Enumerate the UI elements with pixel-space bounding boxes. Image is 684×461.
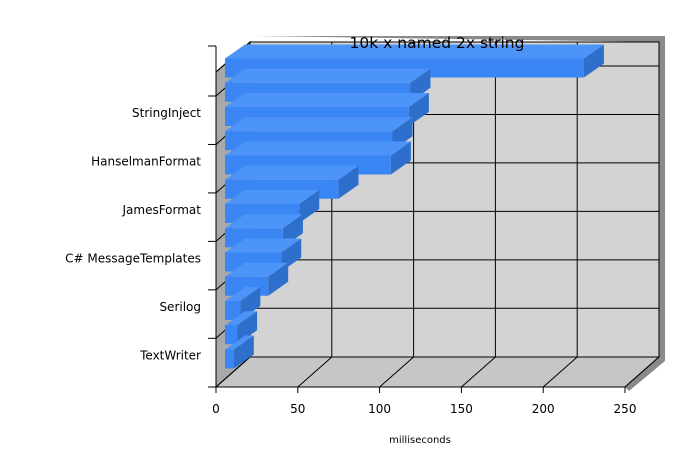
bar-top: [225, 262, 289, 277]
y-tick-label: Serilog: [159, 300, 201, 314]
x-tick-label: 200: [532, 402, 555, 416]
x-tick-label: 0: [212, 402, 220, 416]
bar-side: [299, 190, 320, 223]
x-tick-label: 250: [614, 402, 637, 416]
bar-top: [225, 335, 254, 350]
bar-top: [225, 311, 258, 326]
bar-top: [225, 93, 429, 107]
bar-top: [225, 165, 359, 180]
y-tick-label: HanselmanFormat: [91, 155, 201, 169]
bar-side: [583, 44, 604, 78]
chart-title: 10k x named 2x string: [350, 34, 525, 52]
grid-line-floor: [542, 356, 578, 388]
x-axis-title: milliseconds: [389, 435, 451, 446]
y-tick-label: JamesFormat: [121, 203, 201, 217]
bar-top: [225, 117, 413, 132]
floor: [214, 356, 661, 388]
bar-side: [268, 262, 289, 296]
y-tick-label: StringInject: [132, 106, 201, 120]
grid-line-floor: [297, 356, 333, 388]
bar-front: [225, 349, 234, 369]
axes: StringInject HanselmanFormat JamesFormat C#…: [65, 45, 637, 416]
bars: [225, 44, 604, 369]
bar: [225, 335, 254, 369]
bar-side: [390, 141, 411, 175]
x-tick-label: 150: [450, 402, 473, 416]
bar-top: [225, 68, 431, 83]
bar-top: [225, 287, 261, 301]
y-tick-label: TextWriter: [139, 349, 201, 363]
grid-line-side: [215, 356, 251, 388]
x-tick-label: 100: [368, 402, 391, 416]
bar-side: [233, 335, 254, 369]
bar-side: [338, 165, 359, 199]
bar-top: [225, 238, 302, 253]
y-tick-label: C# MessageTemplates: [65, 252, 201, 266]
bar-top: [225, 214, 303, 229]
bar-top: [225, 190, 320, 204]
x-tick-label: 50: [290, 402, 305, 416]
grid-line-floor: [379, 356, 414, 388]
bar-front: [225, 301, 241, 320]
bar: [225, 311, 258, 345]
bar-top: [225, 141, 411, 156]
grid-line-floor: [624, 356, 660, 388]
bar-top: [225, 44, 604, 59]
grid-line-floor: [461, 356, 496, 388]
bar-side: [237, 311, 258, 345]
floor-shadow: [625, 357, 665, 391]
bar-front: [225, 325, 238, 345]
bar-side: [408, 93, 429, 126]
